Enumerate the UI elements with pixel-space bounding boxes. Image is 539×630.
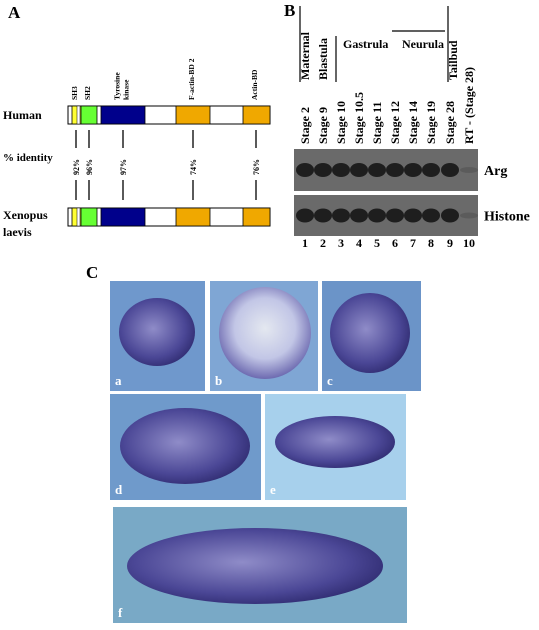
blot-band: [404, 208, 422, 223]
blot-band: [441, 208, 459, 223]
lane-number: 3: [338, 236, 344, 250]
lane-number: 1: [302, 236, 308, 250]
group-label: Maternal: [298, 31, 312, 80]
lane-number: 9: [447, 236, 453, 250]
blot-band: [386, 208, 404, 223]
blot-band: [350, 208, 368, 223]
embryo: [119, 298, 195, 366]
lane-number: 10: [463, 236, 475, 250]
lane-number: 7: [410, 236, 416, 250]
blot-band: [386, 163, 404, 177]
lane-label: Stage 9: [316, 107, 330, 144]
blot-band: [332, 208, 350, 223]
lane-label: RT - (Stage 28): [462, 67, 476, 144]
lane-label: Stage 10.5: [352, 92, 366, 144]
embryo: [127, 528, 383, 604]
band-label: Arg: [484, 164, 507, 179]
image-label: e: [270, 482, 276, 497]
identity-value: 74%: [189, 159, 198, 175]
embryo: [120, 408, 250, 484]
blot-band: [314, 208, 332, 223]
blot-band: [350, 163, 368, 177]
blot-band: [422, 208, 440, 223]
identity-value: 76%: [252, 159, 261, 175]
blot-band: [460, 167, 478, 173]
blot-band: [404, 163, 422, 177]
panel-label: B: [284, 1, 295, 20]
domain-label: kinase: [122, 79, 131, 100]
identity-value: 96%: [85, 159, 94, 175]
domain-stripe: [76, 207, 81, 227]
lane-label: Stage 19: [424, 101, 438, 144]
lane-number: 2: [320, 236, 326, 250]
blot-band: [296, 163, 314, 177]
image-label: f: [118, 605, 123, 620]
domain-label: SH2: [83, 86, 92, 100]
blot-band: [296, 208, 314, 223]
domain: [80, 105, 98, 125]
blot-band: [314, 163, 332, 177]
protein-bar: [67, 105, 271, 125]
band-label: Histone: [484, 210, 530, 225]
image-label: a: [115, 373, 122, 388]
domain: [100, 105, 146, 125]
embryo: [219, 287, 311, 379]
embryo: [330, 293, 410, 373]
lane-number: 4: [356, 236, 362, 250]
domain: [80, 207, 98, 227]
identity-value: 92%: [72, 159, 81, 175]
blot-band: [332, 163, 350, 177]
domain: [175, 105, 211, 125]
domain: [175, 207, 211, 227]
species-label: Xenopus: [3, 208, 48, 222]
blot-band: [368, 163, 386, 177]
group-label: Blastula: [316, 38, 330, 80]
image-label: c: [327, 373, 333, 388]
blot-band: [460, 212, 478, 219]
panel-label: C: [86, 263, 98, 282]
lane-label: Stage 2: [298, 107, 312, 144]
identity-label: % identity: [3, 152, 53, 164]
image-label: b: [215, 373, 222, 388]
lane-label: Stage 11: [370, 102, 384, 144]
blot-band: [368, 208, 386, 223]
lane-number: 6: [392, 236, 398, 250]
group-label: Neurula: [402, 37, 444, 51]
lane-label: Stage 10: [334, 101, 348, 144]
group-label: Tailbud: [446, 40, 460, 80]
lane-number: 8: [428, 236, 434, 250]
species-label: laevis: [3, 225, 32, 239]
lane-number: 5: [374, 236, 380, 250]
panel-label: A: [8, 3, 21, 22]
image-label: d: [115, 482, 123, 497]
domain-label: Tyrosine: [113, 72, 122, 100]
domain-label: SH3: [70, 86, 79, 100]
protein-bar: [67, 207, 271, 227]
domain: [242, 105, 271, 125]
domain: [100, 207, 146, 227]
blot-band: [422, 163, 440, 177]
lane-label: Stage 12: [388, 101, 402, 144]
lane-label: Stage 14: [406, 101, 420, 144]
species-label: Human: [3, 108, 42, 122]
domain-label: F-actin-BD 2: [187, 58, 196, 100]
domain: [242, 207, 271, 227]
domain-stripe: [76, 105, 81, 125]
blot-band: [441, 163, 459, 177]
lane-label: Stage 28: [443, 101, 457, 144]
embryo: [275, 416, 395, 468]
identity-value: 97%: [119, 159, 128, 175]
domain-label: Actin-BD: [250, 69, 259, 100]
group-label: Gastrula: [343, 37, 388, 51]
